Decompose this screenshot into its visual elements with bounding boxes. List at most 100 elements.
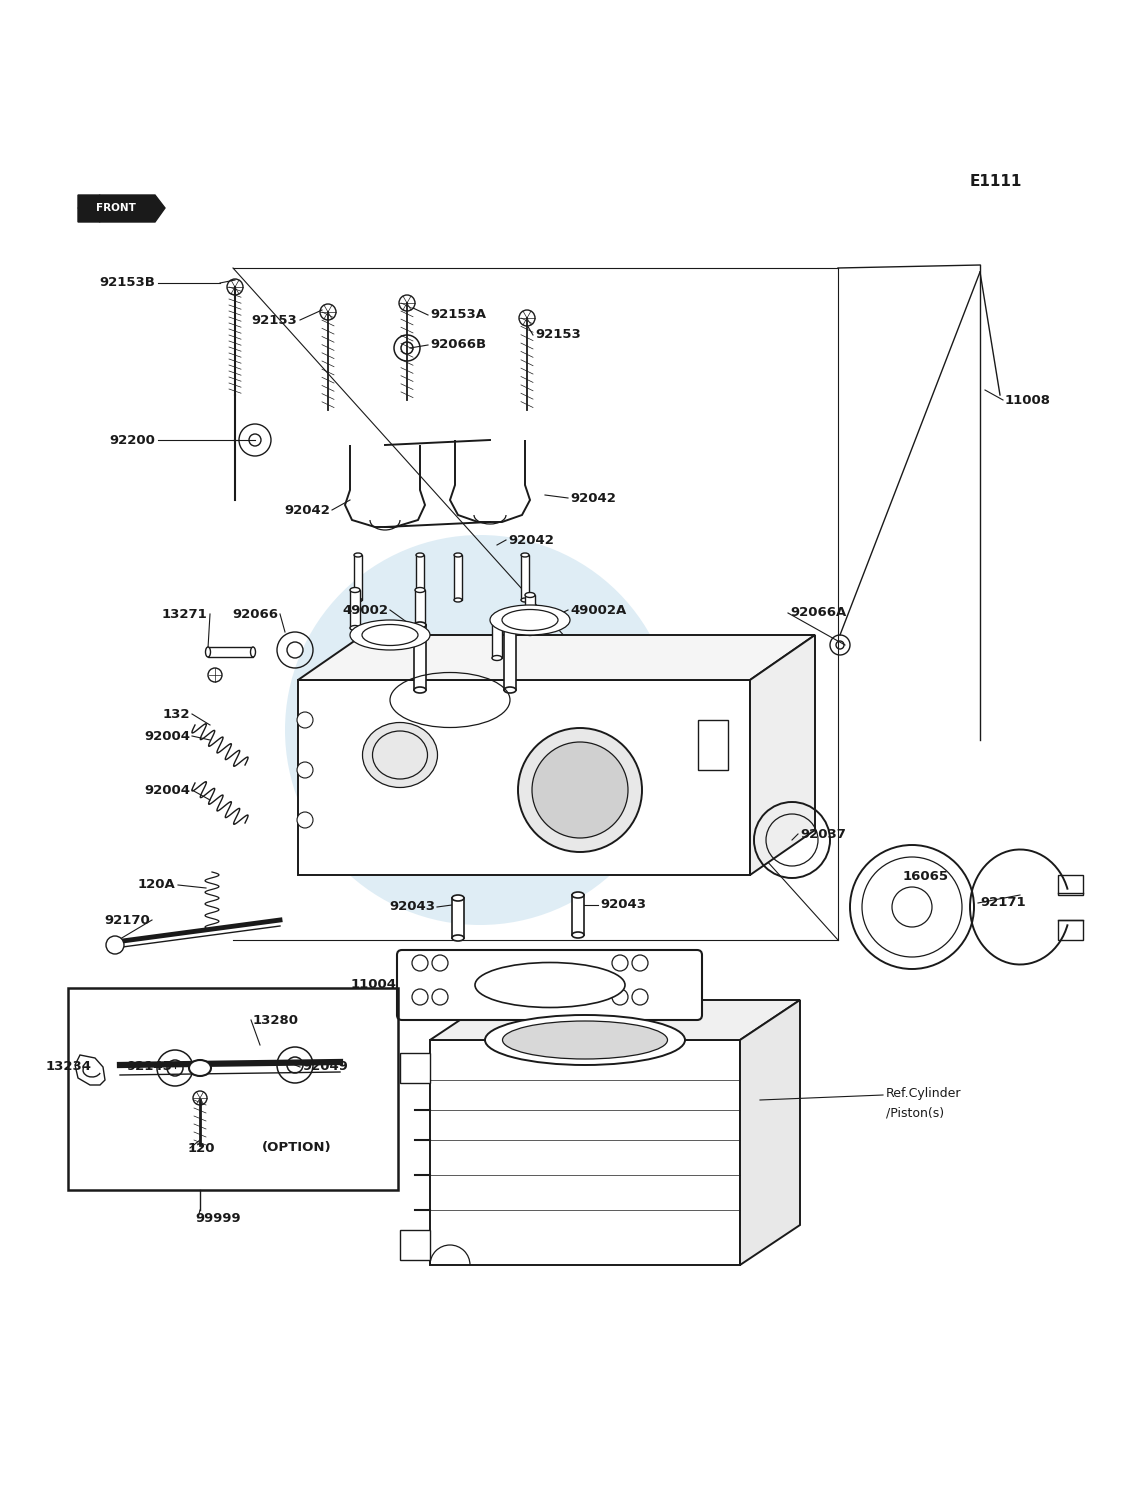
Polygon shape xyxy=(78,195,100,222)
Circle shape xyxy=(297,763,313,778)
Ellipse shape xyxy=(414,687,426,693)
Ellipse shape xyxy=(452,895,464,901)
Text: 92042: 92042 xyxy=(284,503,329,516)
Ellipse shape xyxy=(416,597,424,602)
Text: 92153: 92153 xyxy=(251,314,297,327)
Circle shape xyxy=(432,955,448,971)
Text: Ref.Cylinder: Ref.Cylinder xyxy=(886,1087,962,1100)
Ellipse shape xyxy=(350,587,360,593)
Ellipse shape xyxy=(492,617,502,623)
Ellipse shape xyxy=(521,552,529,557)
Ellipse shape xyxy=(572,932,584,938)
Text: 92066: 92066 xyxy=(232,608,278,620)
Bar xyxy=(354,555,362,600)
Text: 11004: 11004 xyxy=(351,977,397,991)
Text: 92153: 92153 xyxy=(535,329,581,342)
Text: E1111: E1111 xyxy=(970,174,1023,189)
Bar xyxy=(400,1229,430,1259)
Polygon shape xyxy=(430,1000,800,1040)
Text: 49002: 49002 xyxy=(342,603,388,617)
Text: 13280: 13280 xyxy=(253,1013,298,1027)
Ellipse shape xyxy=(414,587,425,593)
Circle shape xyxy=(208,668,222,681)
Circle shape xyxy=(518,728,642,853)
Ellipse shape xyxy=(416,552,424,557)
Bar xyxy=(430,1040,740,1265)
Ellipse shape xyxy=(504,687,515,693)
Ellipse shape xyxy=(453,597,461,602)
Circle shape xyxy=(850,845,974,970)
Bar xyxy=(698,720,728,770)
Circle shape xyxy=(432,989,448,1006)
Text: 99999: 99999 xyxy=(195,1211,241,1225)
Text: 92200: 92200 xyxy=(109,434,155,446)
Ellipse shape xyxy=(503,1021,667,1060)
Text: 92004: 92004 xyxy=(144,729,191,743)
Text: 92043: 92043 xyxy=(389,901,435,914)
Circle shape xyxy=(532,741,628,838)
FancyBboxPatch shape xyxy=(397,950,701,1021)
Text: 16065: 16065 xyxy=(903,871,949,884)
Bar xyxy=(414,624,426,690)
Ellipse shape xyxy=(354,597,362,602)
Ellipse shape xyxy=(363,722,437,788)
Circle shape xyxy=(633,955,647,971)
Ellipse shape xyxy=(354,552,362,557)
Bar xyxy=(350,590,360,627)
Bar xyxy=(68,988,398,1190)
Text: 92004: 92004 xyxy=(144,784,191,797)
Bar xyxy=(208,647,253,657)
Ellipse shape xyxy=(250,647,256,657)
Text: 13271: 13271 xyxy=(161,608,207,620)
Text: 92170: 92170 xyxy=(104,914,150,926)
Bar xyxy=(521,555,529,600)
Ellipse shape xyxy=(504,621,515,627)
Ellipse shape xyxy=(521,597,529,602)
Circle shape xyxy=(412,955,428,971)
Circle shape xyxy=(285,534,675,925)
Bar xyxy=(414,590,425,627)
Polygon shape xyxy=(78,195,165,222)
Ellipse shape xyxy=(525,630,535,635)
Text: 92042: 92042 xyxy=(571,491,615,504)
Text: 92037: 92037 xyxy=(800,827,846,841)
Ellipse shape xyxy=(205,647,210,657)
Ellipse shape xyxy=(414,621,426,627)
Bar xyxy=(452,898,464,938)
Text: MOTO: MOTO xyxy=(428,755,532,785)
Text: 92145: 92145 xyxy=(126,1061,172,1073)
Ellipse shape xyxy=(492,656,502,660)
Text: 92153B: 92153B xyxy=(99,276,155,290)
Bar xyxy=(416,555,424,600)
Text: FRONT: FRONT xyxy=(96,203,135,213)
Ellipse shape xyxy=(572,892,584,898)
Text: /Piston(s): /Piston(s) xyxy=(886,1106,944,1120)
Circle shape xyxy=(412,989,428,1006)
Text: 49002A: 49002A xyxy=(571,603,627,617)
Bar xyxy=(400,1054,430,1084)
Circle shape xyxy=(633,989,647,1006)
Text: 92043: 92043 xyxy=(600,899,646,911)
Text: 120A: 120A xyxy=(138,878,174,892)
Text: 11008: 11008 xyxy=(1004,393,1052,407)
Polygon shape xyxy=(298,635,815,680)
Circle shape xyxy=(106,937,124,955)
Text: (OPTION): (OPTION) xyxy=(262,1141,332,1154)
Ellipse shape xyxy=(350,626,360,630)
Ellipse shape xyxy=(189,1060,211,1076)
Text: 92066A: 92066A xyxy=(790,606,846,620)
Ellipse shape xyxy=(490,605,571,635)
Bar xyxy=(525,594,535,633)
Text: 92153A: 92153A xyxy=(430,309,486,321)
Bar xyxy=(492,620,502,657)
Bar xyxy=(298,680,750,875)
Bar xyxy=(453,555,461,600)
Text: 132: 132 xyxy=(163,707,191,720)
Ellipse shape xyxy=(350,620,430,650)
Text: 92049: 92049 xyxy=(302,1061,348,1073)
Polygon shape xyxy=(740,1000,800,1265)
Circle shape xyxy=(612,955,628,971)
Ellipse shape xyxy=(414,626,425,630)
Text: 92042: 92042 xyxy=(509,533,553,546)
Ellipse shape xyxy=(452,935,464,941)
